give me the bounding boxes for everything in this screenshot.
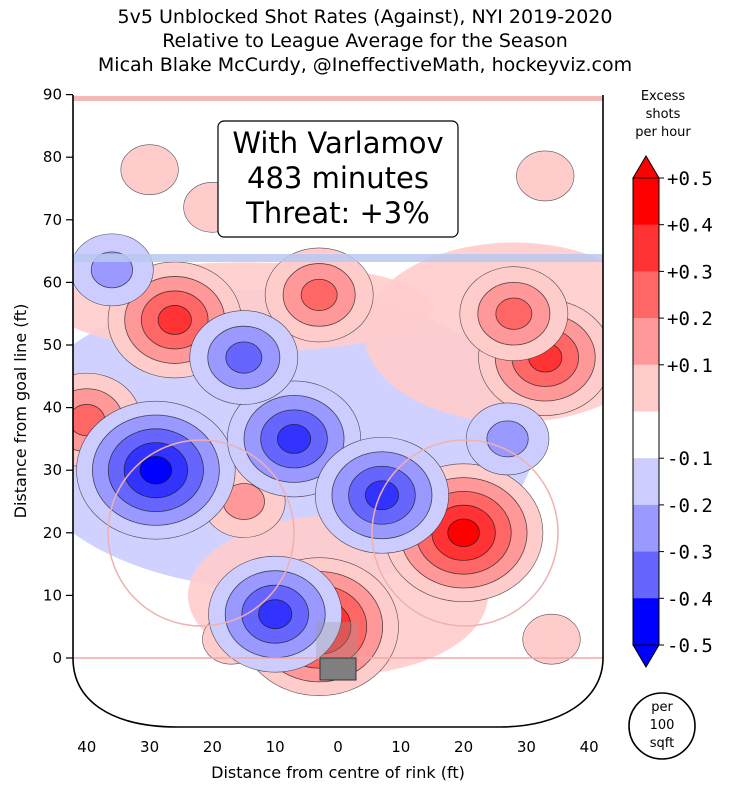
colorbar-top-arrow bbox=[632, 155, 660, 179]
y-tick-label: 70 bbox=[43, 211, 62, 229]
y-tick-label: 50 bbox=[43, 336, 62, 354]
x-tick-label: 40 bbox=[580, 738, 599, 756]
colorbar-tick-label: -0.2 bbox=[667, 495, 713, 517]
x-tick-label: 20 bbox=[454, 738, 473, 756]
x-tick-label: 30 bbox=[517, 738, 536, 756]
annotation-minutes: 483 minutes bbox=[247, 161, 429, 195]
y-axis: 0 10 20 30 40 50 60 70 80 90 bbox=[43, 86, 73, 667]
x-tick-label: 0 bbox=[333, 738, 343, 756]
heat-region-18 bbox=[465, 402, 550, 476]
y-tick-label: 30 bbox=[43, 461, 62, 479]
colorbar-tick-label: +0.4 bbox=[667, 215, 713, 237]
y-tick-label: 20 bbox=[43, 524, 62, 542]
y-tick-label: 40 bbox=[43, 399, 62, 417]
colorbar-bottom-arrow bbox=[632, 644, 660, 668]
x-tick-label: 10 bbox=[391, 738, 410, 756]
heat-region-10 bbox=[516, 150, 575, 202]
heat-region-13 bbox=[76, 400, 236, 540]
y-tick-label: 90 bbox=[43, 86, 62, 104]
colorbar-tick-label: -0.1 bbox=[667, 448, 713, 470]
heat-region-17 bbox=[189, 310, 299, 405]
unit-badge: per 100 sqft bbox=[628, 692, 696, 760]
colorbar-segment bbox=[633, 504, 659, 553]
svg-text:100: 100 bbox=[650, 718, 675, 733]
heat-region-9 bbox=[120, 144, 179, 196]
svg-text:shots: shots bbox=[646, 107, 681, 122]
svg-text:sqft: sqft bbox=[650, 736, 674, 751]
svg-text:per: per bbox=[651, 700, 673, 715]
colorbar bbox=[632, 155, 660, 668]
annotation-threat: Threat: +3% bbox=[245, 196, 430, 230]
colorbar-tick-label: +0.5 bbox=[667, 168, 713, 190]
colorbar-tick-label: +0.2 bbox=[667, 308, 713, 330]
heat-region-3 bbox=[459, 266, 569, 362]
y-axis-label: Distance from goal line (ft) bbox=[11, 304, 30, 519]
goal-net bbox=[319, 657, 357, 681]
heat-region-15 bbox=[314, 436, 449, 554]
colorbar-tick-label: +0.1 bbox=[667, 355, 713, 377]
svg-text:Excess: Excess bbox=[641, 89, 686, 104]
chart-credit: Micah Blake McCurdy, @IneffectiveMath, h… bbox=[97, 54, 633, 76]
heatmap-layer bbox=[73, 144, 603, 697]
annotation-goalie: With Varlamov bbox=[232, 126, 443, 160]
colorbar-segment bbox=[633, 224, 659, 272]
x-axis: 40 30 20 10 0 10 20 30 40 bbox=[77, 738, 598, 756]
y-tick-label: 80 bbox=[43, 148, 62, 166]
chart-title: 5v5 Unblocked Shot Rates (Against), NYI … bbox=[117, 6, 613, 28]
y-tick-label: 60 bbox=[43, 273, 62, 291]
y-tick-label: 10 bbox=[43, 586, 62, 604]
colorbar-label: Excess shots per hour bbox=[635, 89, 691, 140]
colorbar-segment bbox=[633, 411, 659, 459]
chart-subtitle: Relative to League Average for the Seaso… bbox=[162, 30, 568, 52]
colorbar-tick-label: -0.4 bbox=[667, 588, 713, 610]
x-tick-label: 30 bbox=[140, 738, 159, 756]
x-tick-label: 20 bbox=[203, 738, 222, 756]
colorbar-segment bbox=[633, 551, 659, 599]
colorbar-tick-label: -0.3 bbox=[667, 542, 713, 564]
goal-crease bbox=[316, 622, 358, 658]
x-tick-label: 40 bbox=[77, 738, 96, 756]
rink-boards bbox=[72, 95, 604, 728]
faceoff-circle-left bbox=[107, 439, 295, 627]
colorbar-segment bbox=[633, 458, 659, 506]
svg-text:per hour: per hour bbox=[635, 125, 691, 140]
heat-region-5 bbox=[264, 247, 374, 343]
rink-surface bbox=[73, 95, 603, 727]
heat-region-16 bbox=[208, 555, 343, 673]
heat-region-12 bbox=[522, 613, 581, 665]
blue-line bbox=[73, 254, 603, 262]
x-tick-label: 10 bbox=[266, 738, 285, 756]
colorbar-tick-label: +0.3 bbox=[667, 261, 713, 283]
colorbar-segment bbox=[633, 271, 659, 319]
colorbar-tick-label: -0.5 bbox=[667, 635, 713, 657]
annotation-box: With Varlamov 483 minutes Threat: +3% bbox=[217, 120, 459, 238]
colorbar-segment bbox=[633, 364, 659, 412]
colorbar-segment bbox=[633, 178, 659, 226]
centre-red-line bbox=[73, 96, 603, 101]
faceoff-circle-right bbox=[371, 439, 559, 627]
x-axis-label: Distance from centre of rink (ft) bbox=[211, 763, 465, 782]
colorbar-ticks: +0.5 +0.4 +0.3 +0.2 +0.1 -0.1 -0.2 -0.3 -0.4 -0.5 bbox=[659, 168, 713, 657]
colorbar-segment bbox=[633, 318, 659, 366]
y-tick-label: 0 bbox=[52, 649, 62, 667]
colorbar-segment bbox=[633, 598, 659, 646]
heat-region-19 bbox=[73, 233, 154, 307]
